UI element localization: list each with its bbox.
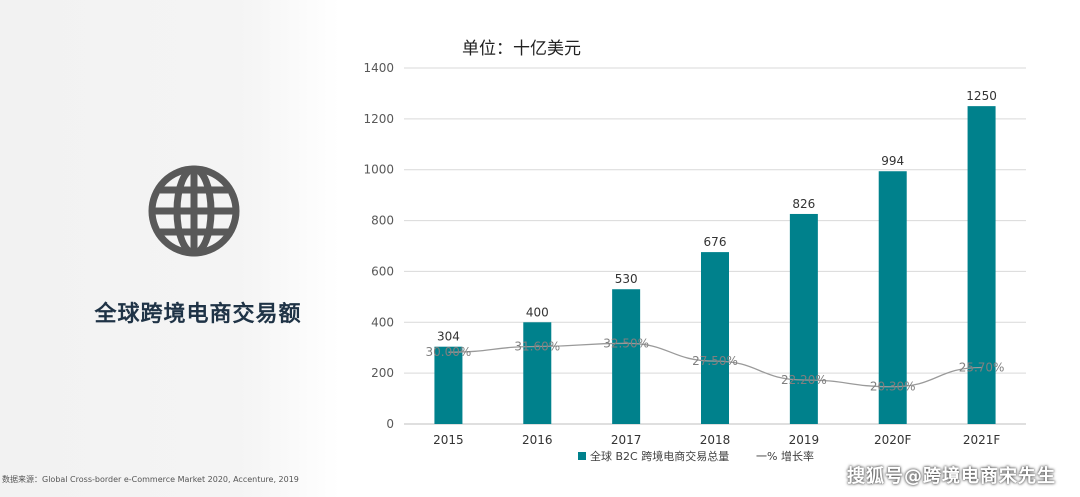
page-title: 全球跨境电商交易额	[94, 302, 302, 327]
growth-label: 25.70%	[959, 361, 1005, 375]
x-tick-label: 2018	[700, 433, 731, 447]
legend-bar-label: 全球 B2C 跨境电商交易总量	[590, 449, 729, 463]
growth-label: 30.00%	[426, 345, 472, 359]
bar	[701, 252, 729, 424]
y-tick-label: 400	[371, 315, 394, 329]
x-tick-label: 2016	[522, 433, 553, 447]
y-tick-label: 600	[371, 264, 394, 278]
watermark: 搜狐号@跨境电商宋先生	[847, 466, 1056, 487]
bar-value-label: 826	[792, 197, 815, 211]
bar-value-label: 304	[437, 330, 460, 344]
globe-icon	[148, 165, 240, 257]
growth-label: 22.20%	[781, 373, 827, 387]
y-tick-label: 0	[386, 417, 394, 431]
bar-value-label: 530	[615, 272, 638, 286]
y-tick-label: 1200	[363, 112, 394, 126]
growth-label: 27.50%	[692, 354, 738, 368]
x-tick-label: 2021F	[963, 433, 1001, 447]
bar-value-label: 994	[881, 154, 904, 168]
bar-chart: 0 200 400 600 800 1000 1200 1400 304 2015 400 2016 5…	[363, 61, 1026, 463]
bar	[789, 213, 818, 424]
x-tick-label: 2019	[789, 433, 820, 447]
left-panel: 全球跨境电商交易额	[0, 0, 340, 497]
bar	[967, 106, 996, 424]
growth-label: 20.30%	[870, 380, 916, 394]
bar-value-label: 1250	[966, 89, 997, 103]
legend-bar-swatch	[578, 452, 586, 460]
bar	[523, 322, 552, 424]
unit-label: 单位：十亿美元	[462, 39, 581, 59]
growth-line	[448, 342, 982, 388]
bar-value-label: 676	[704, 235, 727, 249]
bar-value-label: 400	[526, 305, 549, 319]
legend-line-label: 一% 增长率	[756, 449, 814, 463]
y-tick-label: 1000	[363, 163, 394, 177]
growth-label: 31.60%	[514, 340, 560, 354]
x-tick-label: 2020F	[874, 433, 912, 447]
data-source: 数据来源：Global Cross-border e-Commerce Mark…	[2, 475, 299, 484]
bar	[612, 289, 641, 424]
bar	[878, 171, 907, 424]
y-tick-label: 800	[371, 214, 394, 228]
bar	[434, 346, 463, 424]
y-tick-label: 200	[371, 366, 394, 380]
x-tick-label: 2015	[433, 433, 464, 447]
y-tick-label: 1400	[363, 61, 394, 75]
x-tick-label: 2017	[611, 433, 642, 447]
growth-label: 32.50%	[603, 336, 649, 350]
